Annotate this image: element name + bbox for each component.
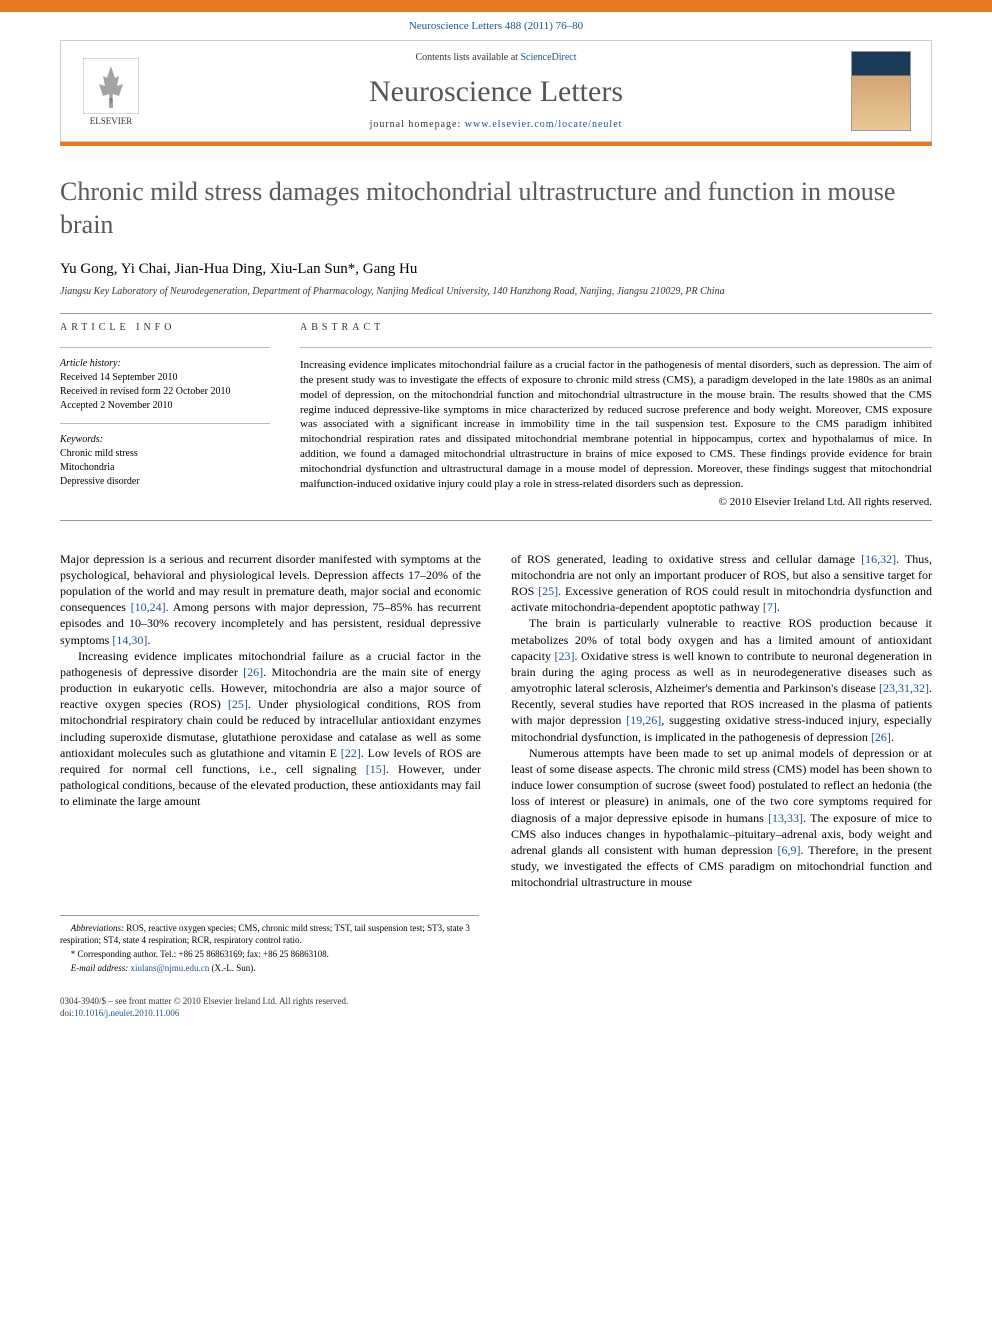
ref-link[interactable]: [23,31,32] bbox=[879, 681, 929, 695]
keyword: Mitochondria bbox=[60, 461, 270, 475]
ref-link[interactable]: [6,9] bbox=[778, 843, 801, 857]
info-divider bbox=[60, 347, 270, 348]
citation-bar: Neuroscience Letters 488 (2011) 76–80 bbox=[0, 0, 992, 40]
authors: Yu Gong, Yi Chai, Jian-Hua Ding, Xiu-Lan… bbox=[60, 261, 932, 278]
journal-name: Neuroscience Letters bbox=[141, 75, 851, 109]
revised-date: Received in revised form 22 October 2010 bbox=[60, 385, 270, 399]
citation-link[interactable]: Neuroscience Letters 488 (2011) 76–80 bbox=[409, 20, 583, 32]
email-link[interactable]: xiulans@njmu.edu.cn bbox=[128, 963, 209, 973]
ref-link[interactable]: [7] bbox=[763, 600, 777, 614]
keyword: Depressive disorder bbox=[60, 475, 270, 489]
abstract-heading: abstract bbox=[300, 322, 932, 333]
body-columns: Major depression is a serious and recurr… bbox=[60, 551, 932, 891]
ref-link[interactable]: [15] bbox=[366, 762, 386, 776]
corresponding-author: * Corresponding author. Tel.: +86 25 868… bbox=[60, 948, 479, 960]
body-paragraph: Increasing evidence implicates mitochond… bbox=[60, 648, 481, 810]
accepted-date: Accepted 2 November 2010 bbox=[60, 399, 270, 413]
body-paragraph: Major depression is a serious and recurr… bbox=[60, 551, 481, 648]
ref-link[interactable]: [25] bbox=[228, 697, 248, 711]
body-paragraph: of ROS generated, leading to oxidative s… bbox=[511, 551, 932, 616]
ref-link[interactable]: [13,33] bbox=[768, 811, 803, 825]
received-date: Received 14 September 2010 bbox=[60, 371, 270, 385]
body-column-right: of ROS generated, leading to oxidative s… bbox=[511, 551, 932, 891]
affiliation: Jiangsu Key Laboratory of Neurodegenerat… bbox=[60, 286, 932, 297]
abstract-column: abstract Increasing evidence implicates … bbox=[300, 322, 932, 508]
ref-link[interactable]: [23] bbox=[554, 649, 574, 663]
homepage-link[interactable]: www.elsevier.com/locate/neulet bbox=[465, 119, 623, 130]
elsevier-logo: ELSEVIER bbox=[81, 56, 141, 126]
doi-line: doi:10.1016/j.neulet.2010.11.006 bbox=[60, 1008, 932, 1020]
keywords-label: Keywords: bbox=[60, 434, 270, 445]
ref-link[interactable]: [22] bbox=[341, 746, 361, 760]
article-info-heading: article info bbox=[60, 322, 270, 333]
keyword: Chronic mild stress bbox=[60, 447, 270, 461]
sciencedirect-link[interactable]: ScienceDirect bbox=[520, 52, 576, 63]
abstract-copyright: © 2010 Elsevier Ireland Ltd. All rights … bbox=[300, 496, 932, 508]
publisher-name: ELSEVIER bbox=[90, 116, 133, 126]
article-info: article info Article history: Received 1… bbox=[60, 322, 270, 508]
journal-header: ELSEVIER Contents lists available at Sci… bbox=[60, 40, 932, 142]
elsevier-tree-icon bbox=[81, 56, 141, 116]
article-title: Chronic mild stress damages mitochondria… bbox=[60, 176, 932, 241]
bottom-bar: 0304-3940/$ – see front matter © 2010 El… bbox=[0, 990, 992, 1025]
body-column-left: Major depression is a serious and recurr… bbox=[60, 551, 481, 891]
abstract-divider bbox=[300, 347, 932, 348]
ref-link[interactable]: [19,26] bbox=[626, 713, 661, 727]
info-abstract-row: article info Article history: Received 1… bbox=[60, 322, 932, 508]
ref-link[interactable]: [25] bbox=[538, 584, 558, 598]
contents-line: Contents lists available at ScienceDirec… bbox=[141, 52, 851, 63]
body-paragraph: Numerous attempts have been made to set … bbox=[511, 745, 932, 891]
orange-divider bbox=[60, 142, 932, 146]
header-center: Contents lists available at ScienceDirec… bbox=[141, 52, 851, 130]
journal-cover-thumb bbox=[851, 51, 911, 131]
ref-link[interactable]: [14,30] bbox=[112, 633, 147, 647]
abbreviations: Abbreviations: ROS, reactive oxygen spec… bbox=[60, 922, 479, 946]
divider bbox=[60, 520, 932, 521]
doi-link[interactable]: 10.1016/j.neulet.2010.11.006 bbox=[74, 1008, 179, 1018]
history-label: Article history: bbox=[60, 358, 270, 369]
ref-link[interactable]: [16,32] bbox=[861, 552, 896, 566]
homepage-line: journal homepage: www.elsevier.com/locat… bbox=[141, 119, 851, 130]
article-content: Chronic mild stress damages mitochondria… bbox=[0, 176, 992, 974]
body-paragraph: The brain is particularly vulnerable to … bbox=[511, 615, 932, 745]
divider bbox=[60, 313, 932, 314]
email-line: E-mail address: xiulans@njmu.edu.cn (X.-… bbox=[60, 962, 479, 974]
issn-line: 0304-3940/$ – see front matter © 2010 El… bbox=[60, 996, 932, 1008]
ref-link[interactable]: [10,24] bbox=[131, 600, 166, 614]
ref-link[interactable]: [26] bbox=[243, 665, 263, 679]
ref-link[interactable]: [26] bbox=[871, 730, 891, 744]
footnotes: Abbreviations: ROS, reactive oxygen spec… bbox=[60, 915, 479, 975]
abstract-text: Increasing evidence implicates mitochond… bbox=[300, 358, 932, 492]
info-divider bbox=[60, 423, 270, 424]
